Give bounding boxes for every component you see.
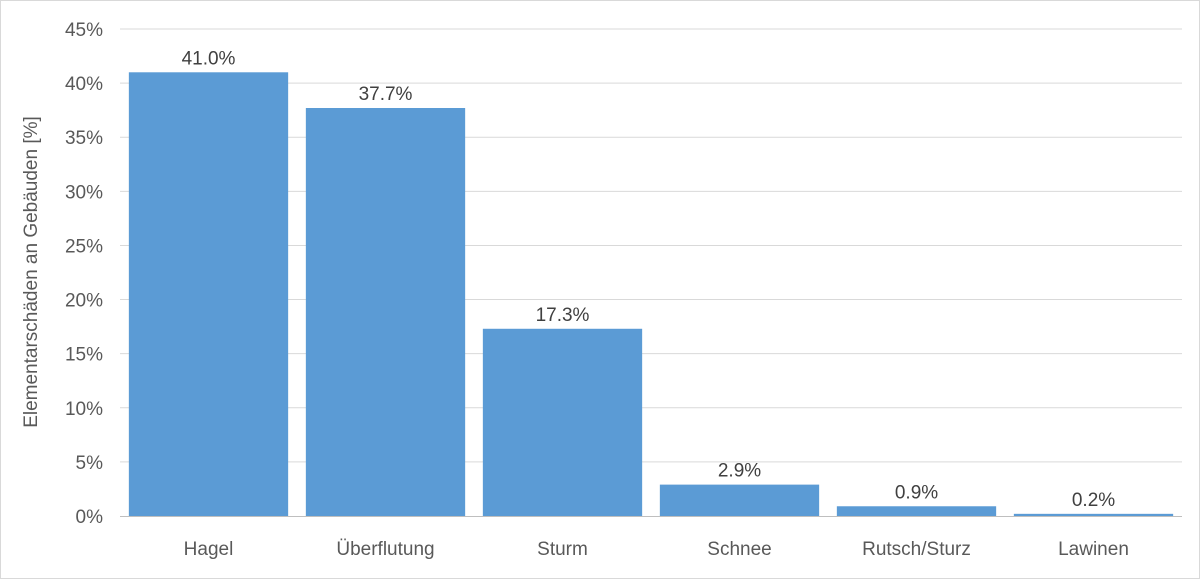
x-tick-label: Überflutung xyxy=(336,539,434,560)
x-tick-label: Lawinen xyxy=(1058,539,1129,560)
data-label: 2.9% xyxy=(718,461,761,482)
bar xyxy=(836,506,997,516)
bars xyxy=(128,72,1174,517)
y-tick-label: 25% xyxy=(65,236,103,257)
x-tick-label: Sturm xyxy=(537,539,588,560)
y-tick-label: 40% xyxy=(65,74,103,95)
y-tick-label: 20% xyxy=(65,291,103,312)
y-tick-label: 0% xyxy=(76,507,104,528)
bar xyxy=(128,72,289,517)
x-tick-label: Schnee xyxy=(707,539,771,560)
data-label: 0.2% xyxy=(1072,490,1115,511)
data-label: 37.7% xyxy=(359,84,413,105)
y-tick-label: 15% xyxy=(65,345,103,366)
y-axis-label: Elementarschäden an Gebäuden [%] xyxy=(21,116,42,428)
y-tick-label: 45% xyxy=(65,20,103,41)
bar xyxy=(482,328,643,516)
data-label: 0.9% xyxy=(895,482,938,503)
data-label: 41.0% xyxy=(182,48,236,69)
y-tick-label: 5% xyxy=(76,453,104,474)
y-tick-label: 10% xyxy=(65,399,103,420)
x-tick-labels: Hagel Überflutung Sturm Schnee Rutsch/Sturz L… xyxy=(184,539,1129,560)
bar xyxy=(1013,513,1174,516)
y-tick-labels: 0% 5% 10% 15% 20% 25% 30% 35% 40% 45% xyxy=(65,20,103,528)
bar xyxy=(659,484,820,516)
x-tick-label: Hagel xyxy=(184,539,234,560)
bar xyxy=(305,108,466,516)
y-tick-label: 30% xyxy=(65,182,103,203)
data-label: 17.3% xyxy=(536,305,590,326)
y-tick-label: 35% xyxy=(65,128,103,149)
gridlines xyxy=(120,28,1182,463)
x-tick-label: Rutsch/Sturz xyxy=(862,539,971,560)
data-labels: 41.0% 37.7% 17.3% 2.9% 0.9% 0.2% xyxy=(182,48,1116,511)
